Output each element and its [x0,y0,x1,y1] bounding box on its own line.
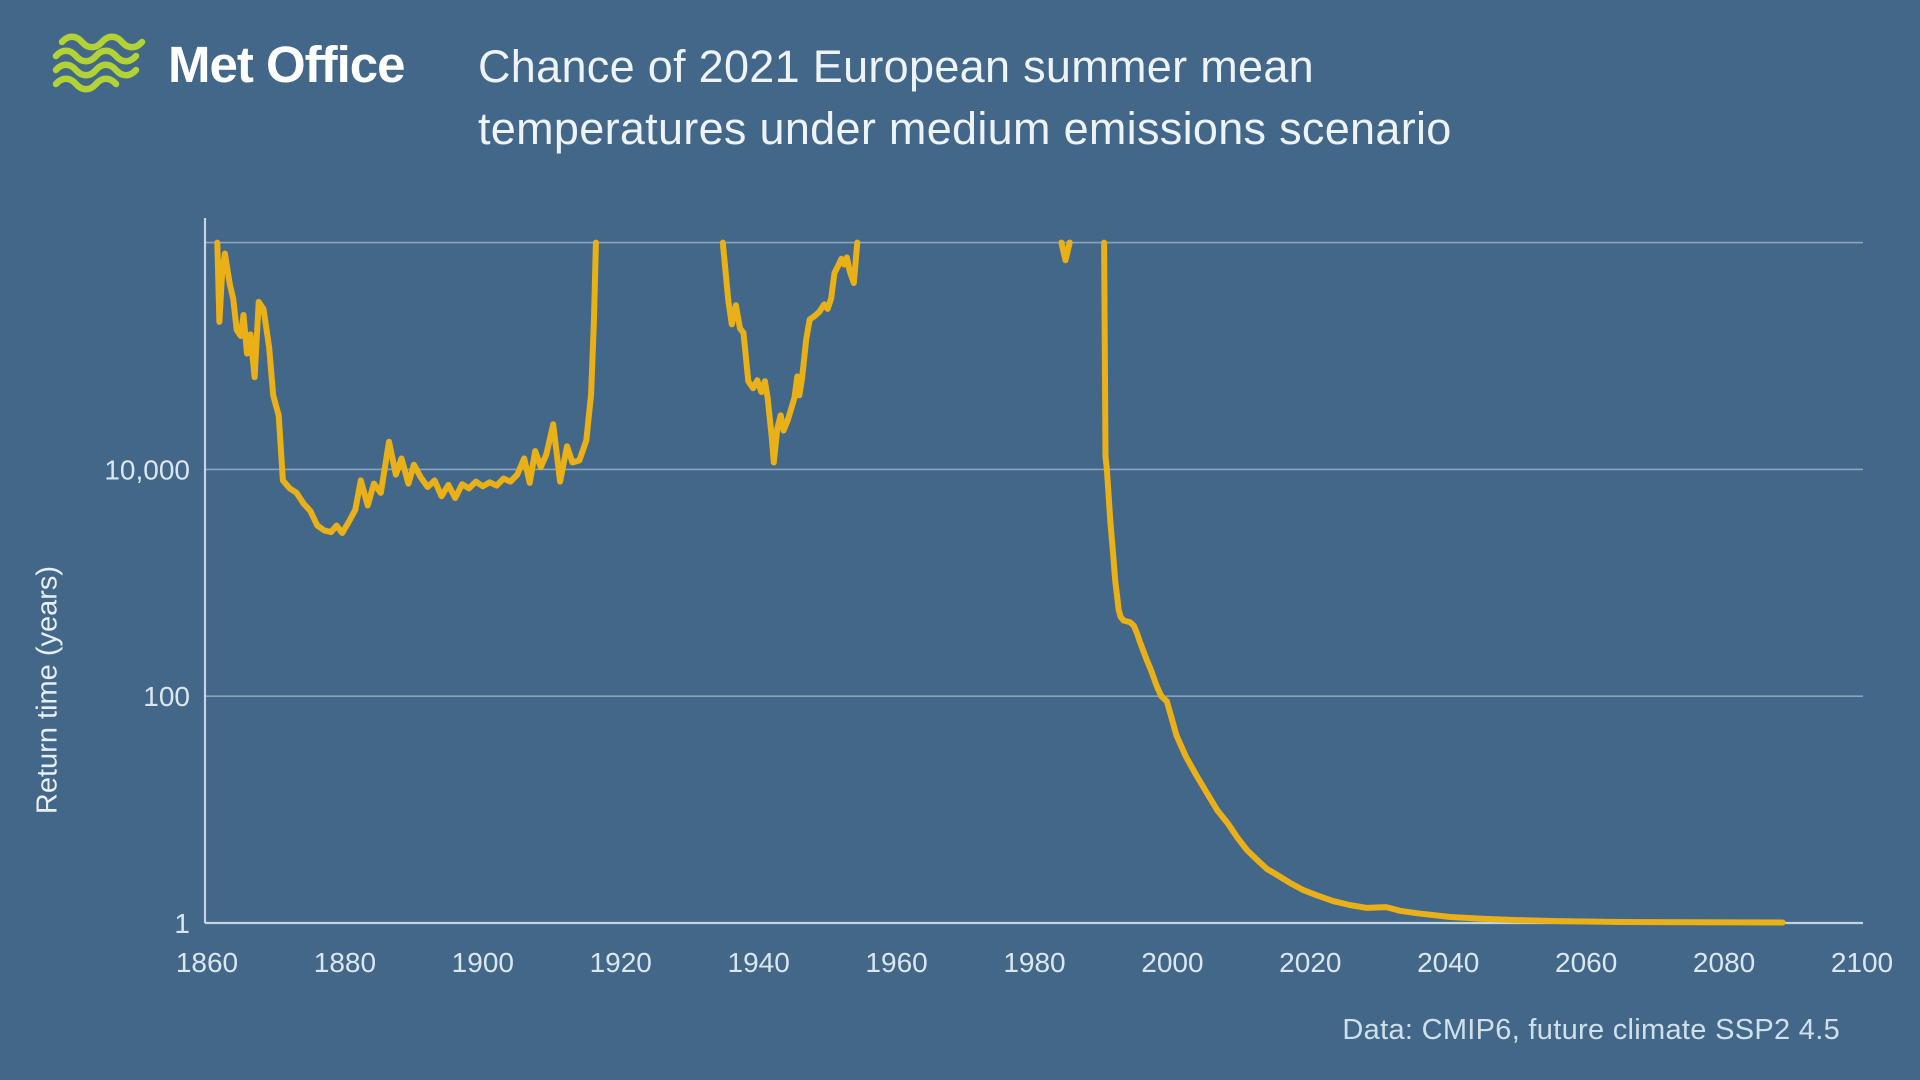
x-tick-label: 1860 [176,947,238,978]
return-time-line-segment [1101,239,1786,926]
y-tick-label: 10,000 [104,454,190,485]
y-axis-title: Return time (years) [31,565,64,815]
header: Met Office Chance of 2021 European summe… [0,0,1920,170]
x-tick-label: 2060 [1555,947,1617,978]
return-time-line-segment [214,239,599,536]
y-tick-label: 100 [143,681,190,712]
x-tick-label: 1900 [452,947,514,978]
met-office-logo-text: Met Office [168,36,406,93]
met-office-logo: Met Office [52,30,406,100]
data-source-caption: Data: CMIP6, future climate SSP2 4.5 [1342,1014,1840,1046]
page-title-line-1: Chance of 2021 European summer mean [478,41,1314,92]
x-tick-label: 2100 [1831,947,1893,978]
page-title-line-2: temperatures under medium emissions scen… [478,103,1452,154]
x-tick-label: 2080 [1693,947,1755,978]
x-tick-label: 1880 [314,947,376,978]
x-tick-label: 1940 [728,947,790,978]
x-tick-label: 2000 [1141,947,1203,978]
y-tick-label: 1 [174,908,190,939]
return-time-line-segment [1058,239,1073,264]
x-tick-label: 1960 [865,947,927,978]
return-time-line-segment [719,239,861,466]
x-tick-label: 2020 [1279,947,1341,978]
met-office-waves-icon [52,33,146,93]
x-tick-label: 1980 [1003,947,1065,978]
x-tick-label: 2040 [1417,947,1479,978]
x-tick-label: 1920 [590,947,652,978]
page-title: Chance of 2021 European summer mean temp… [478,36,1452,160]
